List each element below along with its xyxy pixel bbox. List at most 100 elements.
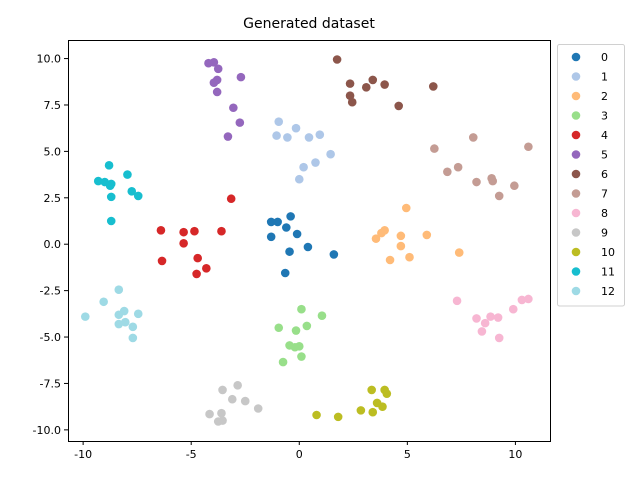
legend-item: 3 [571,110,608,123]
data-point [356,406,366,415]
data-point [510,181,519,191]
data-point [367,385,376,395]
data-point [329,250,339,259]
legend-item: 11 [571,266,615,279]
data-point [453,162,463,172]
data-point [209,78,219,87]
data-point [209,57,219,67]
data-point [394,101,403,111]
legend-label: 9 [601,227,608,240]
data-point [80,312,90,321]
legend-label: 0 [601,51,608,64]
data-point [317,311,327,320]
data-point [213,64,223,74]
data-point [157,256,167,266]
y-tick-label: -5.0 [40,331,61,344]
data-point [517,295,527,305]
data-point [472,314,481,323]
data-point [401,203,411,213]
legend-marker [571,189,581,198]
data-point [253,404,263,413]
legend-marker [571,247,581,257]
x-tick-label: 0 [296,448,303,461]
series-7 [430,133,533,201]
data-point [205,409,214,419]
data-point [218,385,227,395]
legend-label: 6 [601,168,608,181]
data-point [291,326,301,335]
data-point [302,321,312,331]
data-point [311,158,320,167]
series-6 [332,55,438,111]
legend-item: 2 [571,90,608,103]
data-point [292,229,302,239]
legend-marker [571,169,581,179]
chart-title: Generated dataset [243,16,375,32]
legend-item: 7 [571,188,608,201]
legend-label: 8 [601,207,608,220]
data-point [223,132,233,141]
data-point [347,97,357,107]
data-point [396,231,406,241]
legend-item: 0 [571,51,608,64]
data-point [294,174,304,184]
data-point [106,192,116,202]
data-point [294,342,304,351]
y-tick-label: 0.0 [44,238,62,251]
legend-item: 9 [571,227,608,240]
plot-frame [68,40,551,442]
x-tick-label: -10 [74,448,92,461]
data-point [217,226,226,236]
legend-item: 12 [571,285,615,298]
series-3 [274,304,327,367]
data-point [486,312,495,321]
data-point [235,118,245,127]
legend-label: 2 [601,90,608,103]
legend-marker [571,208,581,218]
data-point [382,389,392,398]
data-point [443,167,452,177]
data-point [345,91,355,100]
data-point [385,255,395,265]
data-point [226,194,236,204]
x-tick-label: 5 [404,448,411,461]
data-point [380,225,389,235]
data-point [332,55,342,64]
data-point [192,269,201,279]
data-point [299,162,308,172]
legend-item: 4 [571,129,608,142]
x-axis-ticks: -10 -5 0 5 10 [74,441,522,461]
data-point [106,216,116,226]
series-11 [93,161,143,226]
data-point [524,294,533,304]
y-tick-label: -10.0 [33,424,61,437]
data-point [297,304,306,314]
data-point [179,227,188,237]
legend-label: 5 [601,149,608,162]
data-point [278,357,288,367]
data-point [326,149,335,159]
data-point [368,407,378,417]
data-point [285,247,294,256]
data-point [361,83,371,92]
data-point [93,176,103,186]
legend-marker [571,52,581,62]
series-0 [266,212,339,278]
data-point [378,402,387,411]
legend-label: 7 [601,188,608,201]
data-point [99,297,108,307]
legend-marker [571,228,581,237]
data-point [280,268,290,278]
legend-item: 8 [571,207,608,220]
data-point [114,319,124,329]
data-point [315,130,325,139]
data-point [227,394,237,404]
data-point [128,322,138,332]
data-point [266,232,276,242]
series-4 [156,194,236,279]
data-point [303,242,313,252]
series-10 [312,385,392,422]
legend-item: 5 [571,149,608,162]
data-point [236,72,246,82]
